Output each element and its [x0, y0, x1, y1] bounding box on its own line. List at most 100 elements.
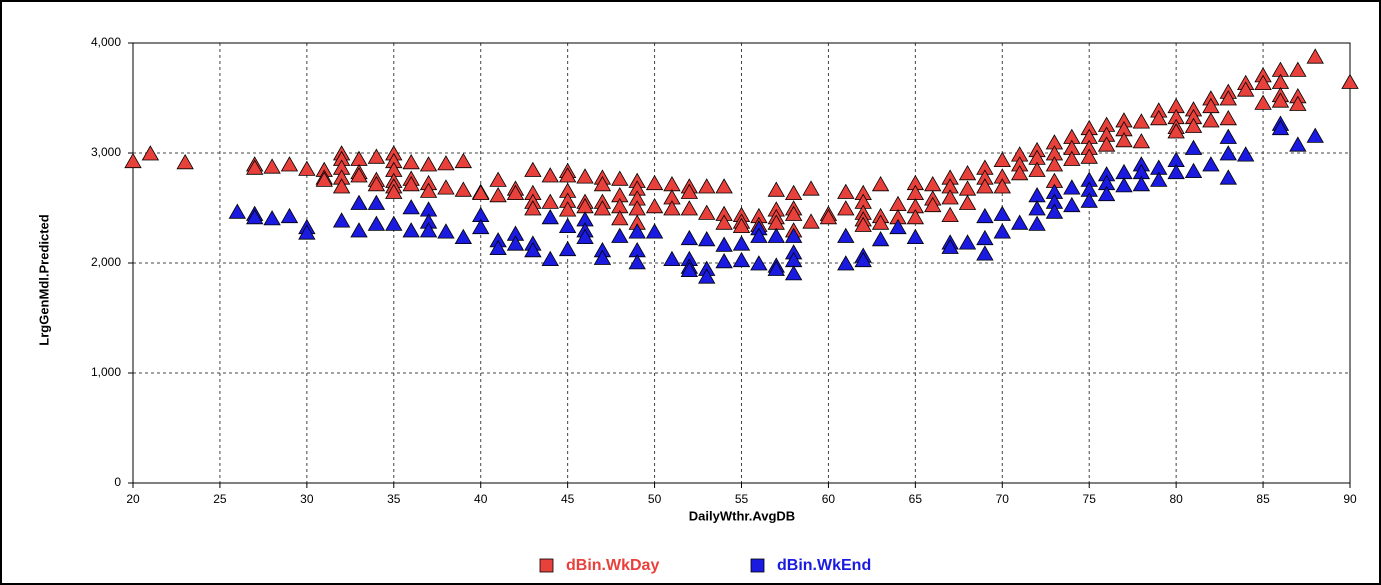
point — [472, 218, 490, 235]
point — [784, 184, 803, 201]
point — [819, 208, 838, 225]
x-tick-label: 75 — [1083, 492, 1097, 506]
point — [402, 199, 420, 215]
point — [1202, 156, 1220, 172]
point — [802, 213, 820, 229]
point — [1219, 169, 1237, 185]
point — [628, 223, 646, 239]
point — [1150, 109, 1168, 126]
point — [732, 251, 751, 268]
point — [1271, 119, 1290, 136]
point — [663, 200, 681, 216]
point — [1028, 215, 1046, 231]
x-tick-label: 65 — [909, 492, 923, 506]
x-tick-label: 40 — [474, 492, 488, 506]
point — [454, 181, 473, 197]
point — [889, 218, 907, 235]
point — [350, 222, 368, 238]
point — [298, 224, 316, 240]
point — [593, 175, 612, 192]
point — [593, 249, 612, 265]
point — [385, 215, 403, 231]
point — [228, 203, 247, 219]
point — [1341, 73, 1359, 89]
point — [1080, 192, 1098, 208]
point — [680, 261, 699, 278]
point — [280, 156, 299, 172]
point — [1080, 148, 1098, 164]
point — [906, 228, 925, 245]
point — [176, 153, 194, 170]
point — [732, 217, 751, 234]
x-tick-label: 80 — [1169, 492, 1183, 506]
point — [1202, 112, 1220, 128]
point — [698, 230, 716, 247]
point — [558, 201, 577, 217]
point — [958, 234, 977, 250]
legend-swatch — [750, 558, 765, 573]
point — [1289, 136, 1307, 152]
point — [1132, 133, 1151, 149]
point — [541, 250, 559, 267]
point — [680, 183, 699, 199]
point — [993, 178, 1011, 194]
point — [871, 175, 890, 192]
point — [976, 207, 994, 224]
point — [437, 223, 455, 239]
point — [1010, 164, 1029, 181]
point — [1132, 113, 1151, 129]
point — [837, 255, 855, 271]
point — [767, 181, 785, 197]
point — [437, 155, 455, 171]
point — [419, 182, 438, 198]
point — [854, 251, 872, 268]
y-tick-label: 3,000 — [91, 145, 121, 159]
point — [263, 210, 281, 226]
x-tick-label: 35 — [387, 492, 401, 506]
point — [419, 156, 438, 172]
point — [246, 159, 264, 175]
point — [784, 227, 803, 243]
y-tick-label: 1,000 — [91, 365, 121, 379]
point — [1236, 81, 1255, 97]
point — [1045, 203, 1064, 219]
point — [1219, 128, 1237, 144]
x-tick-label: 25 — [213, 492, 227, 506]
point — [506, 184, 525, 201]
point — [541, 167, 559, 183]
point — [1097, 136, 1116, 152]
point — [1254, 94, 1272, 110]
point — [698, 268, 716, 284]
x-tick-label: 85 — [1256, 492, 1270, 506]
point — [576, 168, 594, 184]
point — [367, 148, 386, 164]
point — [315, 171, 333, 187]
point — [593, 200, 612, 216]
point — [350, 167, 368, 183]
point — [837, 183, 855, 199]
point — [1063, 150, 1081, 166]
point — [767, 260, 785, 276]
point — [541, 193, 559, 209]
x-tick-label: 20 — [126, 492, 140, 506]
point — [645, 223, 664, 239]
x-tick-label: 50 — [648, 492, 662, 506]
point — [541, 208, 559, 225]
point — [1289, 95, 1307, 111]
point — [524, 241, 542, 258]
point — [280, 207, 299, 224]
point — [715, 252, 733, 269]
point — [524, 200, 542, 216]
point — [489, 171, 507, 187]
point — [837, 200, 855, 216]
point — [1097, 185, 1116, 202]
point — [1254, 74, 1272, 90]
point — [732, 235, 751, 251]
point — [1150, 171, 1168, 187]
point — [385, 183, 403, 199]
point — [1115, 131, 1133, 148]
point — [958, 194, 977, 210]
point — [454, 152, 473, 169]
point — [402, 175, 420, 192]
